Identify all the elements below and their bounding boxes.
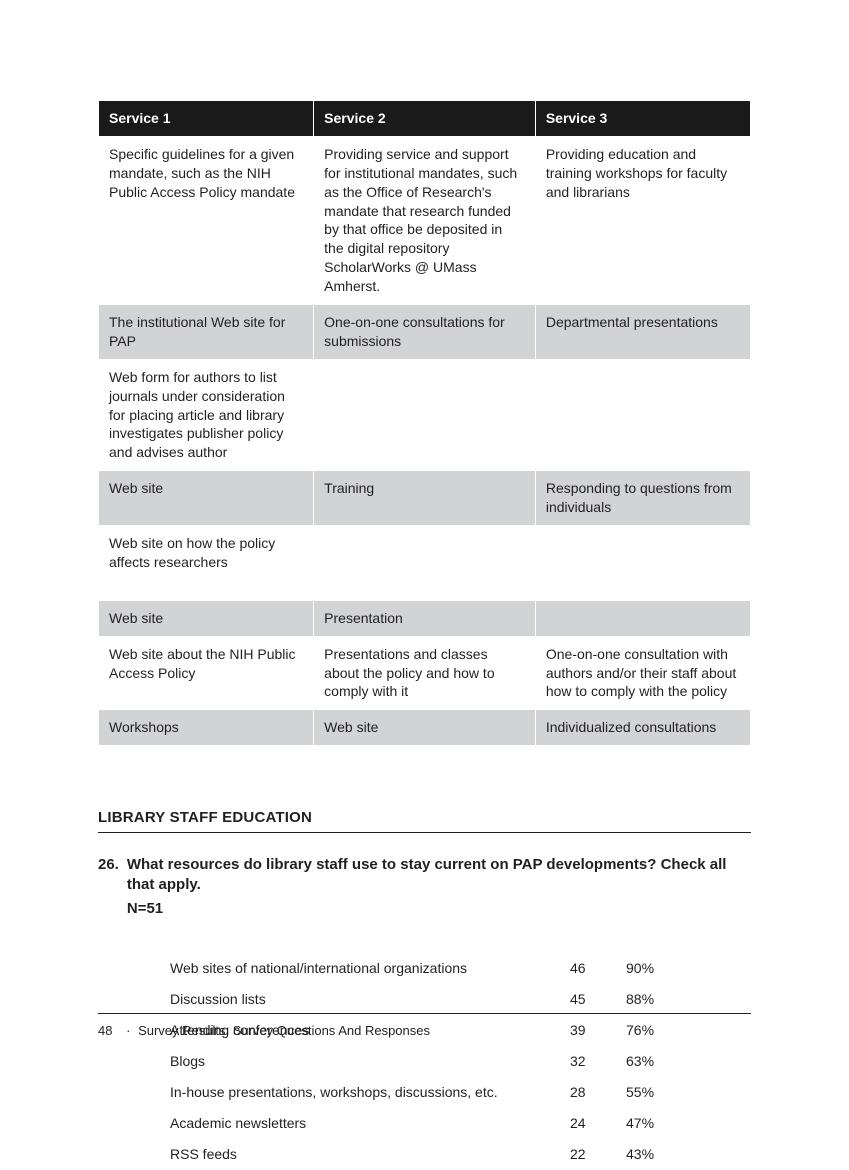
result-percent: 90% <box>626 953 682 984</box>
table-cell: Training <box>314 471 536 526</box>
question-prompt: What resources do library staff use to s… <box>127 856 727 893</box>
result-label: RSS feeds <box>170 1139 570 1170</box>
table-row: Discussion lists4588% <box>170 984 682 1015</box>
result-percent: 55% <box>626 1077 682 1108</box>
result-label: In-house presentations, workshops, discu… <box>170 1077 570 1108</box>
footer-separator: · <box>126 1023 130 1038</box>
table-row: Web sites of national/international orga… <box>170 953 682 984</box>
result-count: 22 <box>570 1139 626 1170</box>
table-cell: Web form for authors to list journals un… <box>99 359 314 470</box>
result-percent: 88% <box>626 984 682 1015</box>
result-count: 28 <box>570 1077 626 1108</box>
services-col-2: Service 2 <box>314 101 536 137</box>
services-col-1: Service 1 <box>99 101 314 137</box>
table-row: Specific guidelines for a given mandate,… <box>99 136 751 304</box>
table-cell: Providing service and support for instit… <box>314 136 536 304</box>
table-cell: Workshops <box>99 710 314 746</box>
table-cell <box>314 526 536 601</box>
result-percent: 47% <box>626 1108 682 1139</box>
page-footer: 48 · Survey Results: Survey Questions An… <box>98 1013 751 1040</box>
table-cell: Web site <box>99 471 314 526</box>
section-heading: LIBRARY STAFF EDUCATION <box>98 808 751 832</box>
page-number: 48 <box>98 1023 112 1038</box>
result-label: Academic newsletters <box>170 1108 570 1139</box>
question-26: 26. What resources do library staff use … <box>98 855 751 920</box>
footer-text: Survey Results: Survey Questions And Res… <box>138 1023 430 1038</box>
table-row: Web site on how the policy affects resea… <box>99 526 751 601</box>
table-cell: Departmental presentations <box>535 305 750 360</box>
question-number: 26. <box>98 855 119 920</box>
table-row: The institutional Web site for PAPOne-on… <box>99 305 751 360</box>
result-count: 32 <box>570 1046 626 1077</box>
table-cell: Presentation <box>314 600 536 636</box>
question-n: N=51 <box>127 899 751 919</box>
result-count: 46 <box>570 953 626 984</box>
results-table: Web sites of national/international orga… <box>170 953 682 1169</box>
result-label: Web sites of national/international orga… <box>170 953 570 984</box>
table-row: Web form for authors to list journals un… <box>99 359 751 470</box>
table-row: WorkshopsWeb siteIndividualized consulta… <box>99 710 751 746</box>
table-cell: The institutional Web site for PAP <box>99 305 314 360</box>
table-cell: Web site on how the policy affects resea… <box>99 526 314 601</box>
result-percent: 63% <box>626 1046 682 1077</box>
services-table: Service 1 Service 2 Service 3 Specific g… <box>98 100 751 746</box>
table-row: Web site about the NIH Public Access Pol… <box>99 636 751 710</box>
result-count: 45 <box>570 984 626 1015</box>
table-cell: Presentations and classes about the poli… <box>314 636 536 710</box>
table-cell: Individualized consultations <box>535 710 750 746</box>
result-label: Discussion lists <box>170 984 570 1015</box>
table-cell: One-on-one consultations for submissions <box>314 305 536 360</box>
table-row: Web sitePresentation <box>99 600 751 636</box>
result-percent: 43% <box>626 1139 682 1170</box>
table-row: Blogs3263% <box>170 1046 682 1077</box>
table-cell: Web site <box>99 600 314 636</box>
result-count: 24 <box>570 1108 626 1139</box>
table-cell: Providing education and training worksho… <box>535 136 750 304</box>
table-cell: Specific guidelines for a given mandate,… <box>99 136 314 304</box>
services-col-3: Service 3 <box>535 101 750 137</box>
table-cell <box>314 359 536 470</box>
table-row: RSS feeds2243% <box>170 1139 682 1170</box>
table-cell <box>535 526 750 601</box>
services-header-row: Service 1 Service 2 Service 3 <box>99 101 751 137</box>
result-label: Blogs <box>170 1046 570 1077</box>
table-row: Academic newsletters2447% <box>170 1108 682 1139</box>
table-row: In-house presentations, workshops, discu… <box>170 1077 682 1108</box>
table-cell: One-on-one consultation with authors and… <box>535 636 750 710</box>
table-cell: Web site <box>314 710 536 746</box>
table-cell <box>535 600 750 636</box>
table-row: Web siteTrainingResponding to questions … <box>99 471 751 526</box>
table-cell: Web site about the NIH Public Access Pol… <box>99 636 314 710</box>
question-text: What resources do library staff use to s… <box>127 855 751 920</box>
table-cell <box>535 359 750 470</box>
table-cell: Responding to questions from individuals <box>535 471 750 526</box>
